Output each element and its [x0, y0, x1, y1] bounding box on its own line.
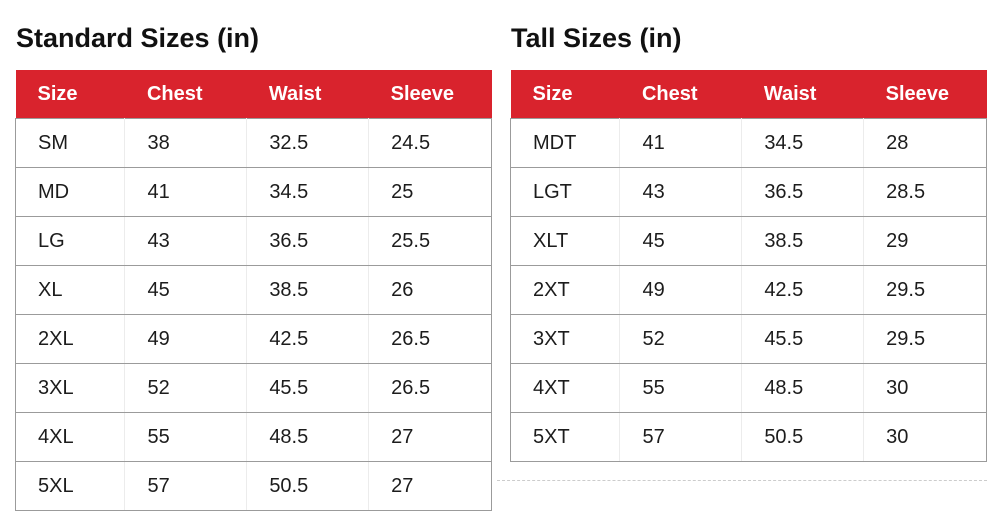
table-row: LG 43 36.5 25.5 — [14, 216, 492, 266]
header-cell-sleeve: Sleeve — [368, 70, 492, 119]
measurement-cell: 27 — [368, 461, 492, 511]
measurement-cell: 26 — [368, 265, 492, 315]
measurement-cell: 48.5 — [246, 412, 370, 462]
header-cell-waist: Waist — [246, 70, 369, 119]
measurement-cell: 57 — [619, 412, 743, 462]
measurement-cell: 34.5 — [741, 118, 865, 168]
table-row: XL 45 38.5 26 — [14, 265, 492, 315]
table-row: 3XT 52 45.5 29.5 — [509, 314, 987, 364]
measurement-cell: 38 — [124, 118, 248, 168]
measurement-cell: 42.5 — [246, 314, 370, 364]
size-label-cell: 3XL — [14, 363, 126, 413]
size-label-cell: MD — [14, 167, 126, 217]
measurement-cell: 52 — [619, 314, 743, 364]
standard-sizes-title: Standard Sizes (in) — [16, 23, 260, 53]
measurement-cell: 24.5 — [368, 118, 492, 168]
size-label-cell: 5XT — [509, 412, 621, 462]
measurement-cell: 45 — [619, 216, 743, 266]
measurement-cell: 26.5 — [368, 363, 492, 413]
measurement-cell: 36.5 — [741, 167, 865, 217]
standard-sizes-table: Size Chest Waist Sleeve SM 38 32.5 24.5 MD 41 34.… — [14, 70, 492, 511]
table-row: 2XT 49 42.5 29.5 — [509, 265, 987, 315]
measurement-cell: 32.5 — [246, 118, 370, 168]
measurement-cell: 49 — [124, 314, 248, 364]
header-cell-size: Size — [510, 70, 620, 119]
header-cell-waist: Waist — [741, 70, 864, 119]
size-label-cell: XLT — [509, 216, 621, 266]
table-row: 4XT 55 48.5 30 — [509, 363, 987, 413]
measurement-cell: 43 — [124, 216, 248, 266]
header-row: Size Chest Waist Sleeve — [15, 70, 492, 119]
table-row: 2XL 49 42.5 26.5 — [14, 314, 492, 364]
measurement-cell: 49 — [619, 265, 743, 315]
measurement-cell: 57 — [124, 461, 248, 511]
size-label-cell: 4XT — [509, 363, 621, 413]
measurement-cell: 50.5 — [246, 461, 370, 511]
measurement-cell: 28.5 — [863, 167, 987, 217]
table-row: 5XL 57 50.5 27 — [14, 461, 492, 511]
header-cell-chest: Chest — [619, 70, 742, 119]
tall-table-header: Size Chest Waist Sleeve — [510, 70, 987, 119]
measurement-cell: 38.5 — [246, 265, 370, 315]
table-row: 3XL 52 45.5 26.5 — [14, 363, 492, 413]
table-row: MD 41 34.5 25 — [14, 167, 492, 217]
table-row: SM 38 32.5 24.5 — [14, 118, 492, 168]
measurement-cell: 48.5 — [741, 363, 865, 413]
tall-sizes-section: Tall Sizes (in) Size Chest Waist Sleeve MDT… — [509, 22, 987, 524]
measurement-cell: 43 — [619, 167, 743, 217]
tall-sizes-table: Size Chest Waist Sleeve MDT 41 34.5 28 LGT 43 36.… — [509, 70, 987, 462]
standard-sizes-section: Standard Sizes (in) Size Chest Waist Sleeve… — [14, 22, 492, 524]
measurement-cell: 36.5 — [246, 216, 370, 266]
size-label-cell: XL — [14, 265, 126, 315]
measurement-cell: 27 — [368, 412, 492, 462]
size-label-cell: MDT — [509, 118, 621, 168]
measurement-cell: 38.5 — [741, 216, 865, 266]
header-cell-size: Size — [15, 70, 125, 119]
size-label-cell: 3XT — [509, 314, 621, 364]
size-label-cell: 4XL — [14, 412, 126, 462]
measurement-cell: 41 — [124, 167, 248, 217]
measurement-cell: 42.5 — [741, 265, 865, 315]
measurement-cell: 45.5 — [246, 363, 370, 413]
size-label-cell: 2XT — [509, 265, 621, 315]
size-label-cell: 5XL — [14, 461, 126, 511]
tall-table-body: MDT 41 34.5 28 LGT 43 36.5 28.5 XLT 45 38.5 29 2XT 49… — [509, 118, 987, 462]
measurement-cell: 25 — [368, 167, 492, 217]
size-label-cell: LGT — [509, 167, 621, 217]
measurement-cell: 45.5 — [741, 314, 865, 364]
tall-sizes-title: Tall Sizes (in) — [511, 23, 682, 53]
measurement-cell: 26.5 — [368, 314, 492, 364]
measurement-cell: 55 — [619, 363, 743, 413]
measurement-cell: 30 — [863, 412, 987, 462]
measurement-cell: 29.5 — [863, 265, 987, 315]
measurement-cell: 29.5 — [863, 314, 987, 364]
table-row: 4XL 55 48.5 27 — [14, 412, 492, 462]
measurement-cell: 34.5 — [246, 167, 370, 217]
table-row: MDT 41 34.5 28 — [509, 118, 987, 168]
measurement-cell: 29 — [863, 216, 987, 266]
measurement-cell: 52 — [124, 363, 248, 413]
size-label-cell: 2XL — [14, 314, 126, 364]
measurement-cell: 50.5 — [741, 412, 865, 462]
header-cell-chest: Chest — [124, 70, 247, 119]
measurement-cell: 45 — [124, 265, 248, 315]
table-row: LGT 43 36.5 28.5 — [509, 167, 987, 217]
measurement-cell: 30 — [863, 363, 987, 413]
measurement-cell: 55 — [124, 412, 248, 462]
header-row: Size Chest Waist Sleeve — [510, 70, 987, 119]
measurement-cell: 41 — [619, 118, 743, 168]
standard-table-header: Size Chest Waist Sleeve — [15, 70, 492, 119]
measurement-cell: 25.5 — [368, 216, 492, 266]
standard-table-body: SM 38 32.5 24.5 MD 41 34.5 25 LG 43 36.5 25.5 XL 45 38… — [14, 118, 492, 511]
table-row: 5XT 57 50.5 30 — [509, 412, 987, 462]
header-cell-sleeve: Sleeve — [863, 70, 987, 119]
measurement-cell: 28 — [863, 118, 987, 168]
size-label-cell: LG — [14, 216, 126, 266]
table-row: XLT 45 38.5 29 — [509, 216, 987, 266]
size-label-cell: SM — [14, 118, 126, 168]
